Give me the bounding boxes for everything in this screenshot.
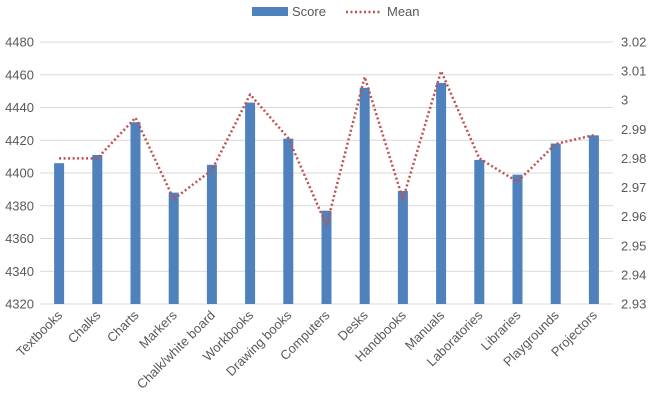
score-bar (397, 191, 408, 304)
left-tick-label: 4460 (5, 67, 34, 82)
score-bar (474, 159, 485, 304)
right-tick-label: 2.93 (621, 297, 646, 312)
score-bar (54, 163, 65, 304)
score-bars (54, 82, 599, 305)
score-bar (92, 154, 103, 304)
legend-score-swatch (252, 7, 288, 16)
left-tick-label: 4440 (5, 100, 34, 115)
score-bar (436, 82, 447, 304)
left-tick-label: 4360 (5, 231, 34, 246)
score-bar (321, 210, 332, 304)
right-axis-ticks: 2.93 2.94 2.95 2.96 2.97 2.98 2.99 3 3.01 3.02 (621, 35, 646, 312)
score-bar (283, 138, 294, 304)
score-bar (550, 143, 561, 304)
x-tick-label: Chalks (65, 307, 104, 346)
right-tick-label: 2.95 (621, 238, 646, 253)
x-axis-ticks: Textbooks Chalks ChartsMarkersChalk/white … (13, 307, 600, 392)
left-tick-label: 4400 (5, 166, 34, 181)
right-tick-label: 2.96 (621, 209, 646, 224)
score-bar (512, 174, 523, 304)
left-axis-ticks: 4320 4340 4360 4380 4400 4420 4440 4460 4480 (5, 35, 34, 312)
score-bar (130, 122, 141, 304)
score-bar (206, 164, 217, 304)
left-tick-label: 4480 (5, 35, 34, 50)
legend-score-label: Score (292, 4, 326, 19)
right-tick-label: 3 (621, 93, 628, 108)
legend: Score Mean (252, 4, 420, 19)
legend-mean-label: Mean (387, 4, 420, 19)
x-tick-label: Textbooks (13, 307, 65, 359)
x-tick-label: Desks (335, 307, 371, 343)
score-bar (588, 135, 599, 304)
left-tick-label: 4420 (5, 133, 34, 148)
x-tick-label: Drawing books (223, 307, 295, 379)
left-tick-label: 4380 (5, 198, 34, 213)
score-bar (168, 192, 179, 304)
score-bar (245, 102, 256, 305)
right-tick-label: 2.98 (621, 151, 646, 166)
score-bar (359, 87, 370, 304)
right-tick-label: 2.94 (621, 267, 646, 282)
right-tick-label: 2.99 (621, 122, 646, 137)
left-tick-label: 4320 (5, 297, 34, 312)
right-tick-label: 3.02 (621, 35, 646, 50)
right-tick-label: 2.97 (621, 180, 646, 195)
left-tick-label: 4340 (5, 264, 34, 279)
right-tick-label: 3.01 (621, 64, 646, 79)
